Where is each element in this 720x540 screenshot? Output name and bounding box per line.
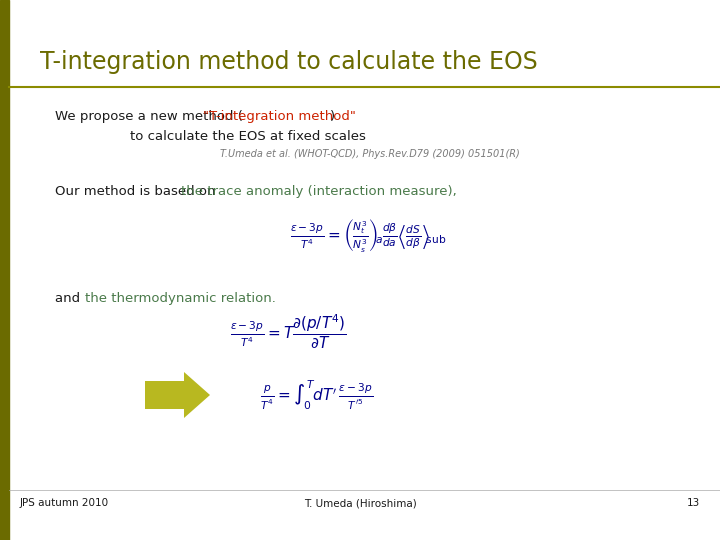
Text: T.Umeda et al. (WHOT-QCD), Phys.Rev.D79 (2009) 051501(R): T.Umeda et al. (WHOT-QCD), Phys.Rev.D79 …	[220, 149, 520, 159]
Text: T-integration method to calculate the EOS: T-integration method to calculate the EO…	[40, 50, 538, 74]
Text: JPS autumn 2010: JPS autumn 2010	[20, 498, 109, 508]
Text: the thermodynamic relation.: the thermodynamic relation.	[85, 292, 276, 305]
Text: We propose a new method (: We propose a new method (	[55, 110, 243, 123]
Text: T. Umeda (Hiroshima): T. Umeda (Hiroshima)	[304, 498, 416, 508]
Text: "T-integration method": "T-integration method"	[203, 110, 356, 123]
Polygon shape	[145, 372, 210, 418]
Text: 13: 13	[687, 498, 700, 508]
Text: $\frac{\epsilon - 3p}{T^4} = T\dfrac{\partial(p/T^4)}{\partial T}$: $\frac{\epsilon - 3p}{T^4} = T\dfrac{\pa…	[230, 313, 347, 351]
Text: to calculate the EOS at fixed scales: to calculate the EOS at fixed scales	[130, 130, 366, 143]
Text: ): )	[330, 110, 335, 123]
Text: $\frac{\epsilon - 3p}{T^4} = \left(\frac{N_t^3}{N_s^3}\right)_{\!\!a} \frac{d\be: $\frac{\epsilon - 3p}{T^4} = \left(\frac…	[290, 217, 446, 253]
Bar	[0, 0, 9, 540]
Text: Our method is based on: Our method is based on	[55, 185, 220, 198]
Text: the trace anomaly (interaction measure),: the trace anomaly (interaction measure),	[181, 185, 456, 198]
Text: and: and	[55, 292, 84, 305]
Text: $\frac{p}{T^4} = \int_0^T dT^{\prime}\, \frac{\epsilon - 3p}{T^{\prime 5}}$: $\frac{p}{T^4} = \int_0^T dT^{\prime}\, …	[260, 379, 373, 411]
